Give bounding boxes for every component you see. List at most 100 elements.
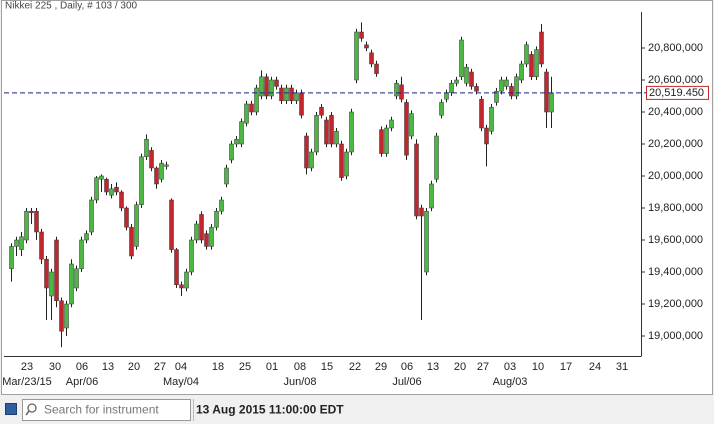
candle-body	[194, 223, 199, 241]
candle-body	[364, 44, 369, 49]
candle-body	[314, 114, 319, 153]
candle-body	[339, 143, 344, 178]
candle-body	[304, 135, 309, 169]
candle-body	[149, 150, 154, 169]
price-label-box	[646, 85, 709, 100]
candle-body	[179, 284, 184, 289]
candle-body	[144, 138, 149, 158]
x-tick-label: 22	[349, 361, 361, 373]
candle-body	[344, 151, 349, 177]
candle-body	[334, 130, 339, 145]
x-tick-label: 13	[102, 361, 114, 373]
price-label: 20,519.450	[649, 87, 704, 99]
menu-icon[interactable]	[5, 403, 17, 415]
candle-body	[504, 79, 509, 87]
candle-body	[64, 303, 69, 329]
candle-body	[214, 210, 219, 228]
candle-body	[349, 111, 354, 153]
x-tick-label: 27	[477, 361, 489, 373]
candle-body	[494, 90, 499, 103]
candle-body	[464, 66, 469, 84]
candle-body	[279, 87, 284, 102]
candle-body	[199, 214, 204, 241]
candle-body	[399, 84, 404, 100]
x-month-label: May/04	[163, 376, 199, 388]
x-tick-label: 03	[504, 361, 516, 373]
candle-body	[429, 183, 434, 209]
candle-body	[29, 210, 34, 214]
candle-body	[549, 92, 554, 113]
search-icon	[27, 403, 37, 413]
x-month-label: Apr/06	[66, 376, 98, 388]
candle-body	[244, 103, 249, 124]
candle-body	[499, 79, 504, 92]
x-tick-label: 13	[427, 361, 439, 373]
candle-body	[174, 249, 179, 286]
x-month-label: Jul/06	[392, 376, 421, 388]
x-tick-label: 04	[175, 361, 187, 373]
candle-body	[124, 207, 129, 228]
candle-body	[409, 113, 414, 137]
candle-body	[459, 39, 464, 78]
y-tick-label: 20,600,000	[648, 74, 703, 86]
candle-body	[39, 231, 44, 260]
y-tick-label: 19,600,000	[648, 234, 703, 246]
candle-body	[384, 127, 389, 154]
candle-body	[524, 44, 529, 65]
x-month-label: Mar/23/15	[2, 376, 52, 388]
candle-body	[129, 226, 134, 257]
candle-body	[154, 167, 159, 185]
candle-body	[229, 143, 234, 161]
candle-body	[59, 300, 64, 332]
y-tick-label: 19,800,000	[648, 202, 703, 214]
search-box[interactable]	[22, 399, 191, 421]
candle-body	[294, 92, 299, 102]
x-tick-label: 15	[321, 361, 333, 373]
candle-body	[529, 54, 534, 78]
candle-body	[254, 87, 259, 113]
candle-body	[534, 49, 539, 78]
candle-body	[249, 103, 254, 113]
candle-body	[474, 86, 479, 92]
x-tick-label: 08	[294, 361, 306, 373]
candle-body	[139, 156, 144, 206]
search-placeholder: Search for instrument	[44, 403, 159, 417]
candle-body	[414, 143, 419, 217]
candle-body	[134, 204, 139, 247]
candle-body	[204, 233, 209, 247]
candle-body	[444, 92, 449, 100]
candle-body	[109, 188, 114, 196]
x-tick-label: 24	[589, 361, 601, 373]
candle-body	[94, 177, 99, 201]
candle-body	[274, 79, 279, 87]
candle-body	[469, 71, 474, 87]
y-tick-label: 19,200,000	[648, 298, 703, 310]
candle-body	[324, 119, 329, 145]
candle-body	[299, 92, 304, 116]
x-tick-label: 30	[49, 361, 61, 373]
x-tick-label: 10	[532, 361, 544, 373]
y-tick-label: 20,800,000	[648, 42, 703, 54]
candle-body	[19, 236, 24, 250]
candle-body	[354, 31, 359, 81]
candle-body	[119, 191, 124, 209]
candle-body	[234, 138, 239, 145]
search-icon-handle	[25, 410, 30, 416]
candle-body	[239, 121, 244, 145]
candle-body	[74, 268, 79, 289]
candle-body	[259, 76, 264, 97]
y-tick-label: 19,000,000	[648, 330, 703, 342]
candle-body	[389, 119, 394, 129]
candle-body	[219, 199, 224, 212]
candle-body	[14, 239, 19, 247]
x-month-label: Aug/03	[493, 376, 528, 388]
candle-body	[289, 87, 294, 102]
timestamp: 13 Aug 2015 11:00:00 EDT	[196, 403, 344, 417]
candle-body	[54, 239, 59, 302]
candle-body	[359, 31, 364, 39]
candle-body	[284, 87, 289, 102]
candle-body	[44, 258, 49, 289]
x-tick-label: 25	[239, 361, 251, 373]
x-tick-label: 29	[375, 361, 387, 373]
y-tick-label: 20,400,000	[648, 106, 703, 118]
